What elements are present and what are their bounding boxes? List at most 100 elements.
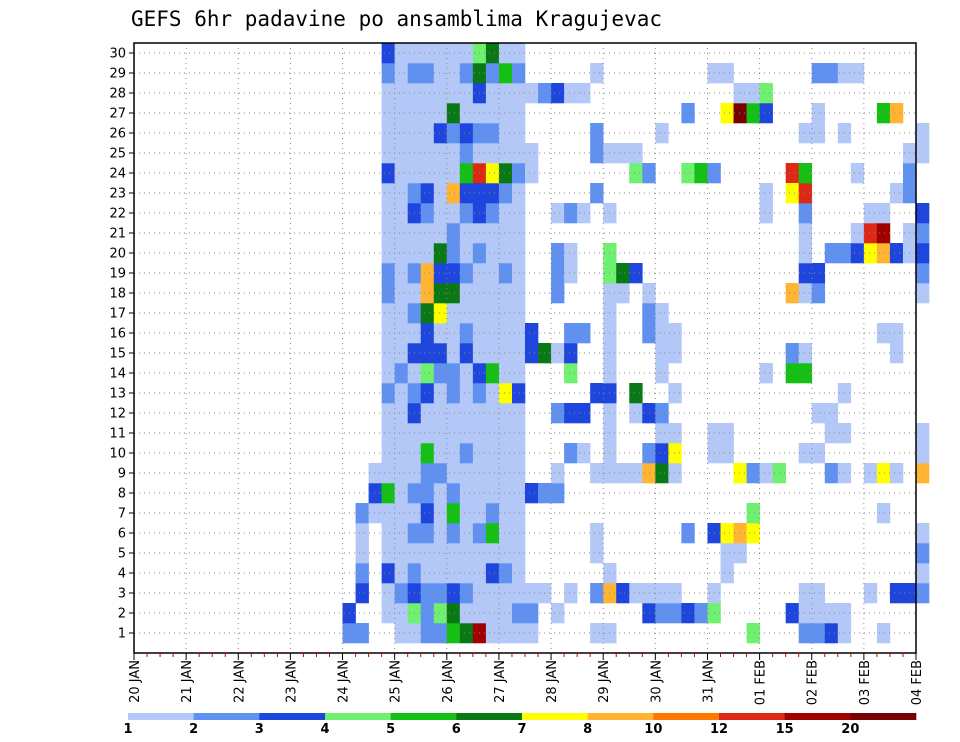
legend-label: 10	[644, 722, 662, 737]
y-tick-label: 26	[109, 127, 126, 142]
precip-cell	[459, 523, 474, 544]
precip-cell	[525, 483, 539, 504]
precip-cell	[420, 623, 435, 644]
precip-cell	[642, 603, 656, 624]
precip-cell	[394, 203, 408, 224]
precip-cell	[420, 403, 435, 424]
precip-cell	[420, 243, 435, 264]
precip-cell	[916, 143, 930, 164]
precip-cell	[446, 363, 461, 384]
precip-cell	[564, 343, 578, 364]
precip-cell	[446, 603, 461, 624]
precip-cell	[485, 463, 500, 484]
precip-cell	[824, 403, 839, 424]
precip-cell	[511, 403, 526, 424]
precip-cell	[916, 263, 930, 284]
precip-cell	[420, 563, 435, 584]
precip-cell	[811, 443, 826, 464]
precip-cell	[485, 263, 500, 284]
precip-cell	[511, 563, 526, 584]
precip-cell	[824, 603, 839, 624]
precip-cell	[876, 223, 891, 244]
precip-cell	[420, 483, 435, 504]
precip-cell	[811, 63, 826, 84]
precip-cell	[511, 443, 526, 464]
precip-cell	[381, 383, 395, 404]
precip-cell	[850, 223, 865, 244]
precip-cell	[381, 483, 395, 504]
precip-cell	[420, 323, 435, 344]
legend-label: 20	[841, 722, 859, 737]
precip-cell	[876, 103, 891, 124]
precip-cell	[355, 503, 369, 524]
precip-cell	[381, 163, 395, 184]
precip-cell	[876, 623, 891, 644]
precip-cell	[916, 523, 930, 544]
precip-cell	[577, 443, 591, 464]
precip-cell	[420, 123, 435, 144]
precip-cell	[459, 423, 474, 444]
precip-cell	[498, 243, 513, 264]
precip-cell	[459, 403, 474, 424]
y-tick-label: 29	[109, 67, 126, 82]
precip-cell	[850, 63, 865, 84]
precip-cell	[446, 423, 461, 444]
precip-cell	[394, 503, 408, 524]
precip-cell	[498, 603, 513, 624]
precip-cell	[889, 343, 904, 364]
precip-cell	[394, 163, 408, 184]
precip-cell	[511, 63, 526, 84]
precip-cell	[511, 203, 526, 224]
precip-cell	[459, 183, 474, 204]
legend-label: 5	[386, 722, 395, 737]
precip-cell	[381, 403, 395, 424]
precip-cell	[459, 243, 474, 264]
precip-cell	[642, 303, 656, 324]
precip-cell	[759, 203, 773, 224]
precip-cell	[798, 623, 813, 644]
precip-cell	[485, 323, 500, 344]
precip-cell	[420, 103, 435, 124]
precip-cell	[394, 583, 408, 604]
precip-cell	[485, 603, 500, 624]
legend: 1 2 3 4 5 6 7 8 10 12 15 20	[123, 713, 917, 737]
precip-cell	[798, 363, 813, 384]
precip-cell	[394, 343, 408, 364]
precip-cell	[590, 183, 604, 204]
precip-cell	[446, 543, 461, 564]
precip-cell	[446, 103, 461, 124]
precip-cell	[889, 183, 904, 204]
precip-cell	[511, 223, 526, 244]
precip-cell	[916, 423, 930, 444]
y-tick-label: 3	[118, 587, 126, 602]
precip-cell	[420, 163, 435, 184]
precip-cell	[733, 523, 747, 544]
precip-cell	[498, 563, 513, 584]
legend-label: 3	[255, 722, 264, 737]
precip-cell	[498, 303, 513, 324]
precip-cell	[511, 123, 526, 144]
precip-cell	[485, 283, 500, 304]
precip-cell	[446, 63, 461, 84]
precip-cell	[511, 603, 526, 624]
precip-cell	[498, 363, 513, 384]
precip-cell	[381, 583, 395, 604]
precip-cell	[485, 623, 500, 644]
precip-cell	[564, 83, 578, 104]
x-tick-label: 30 JAN	[649, 660, 664, 703]
precip-cell	[733, 103, 747, 124]
precip-cell	[629, 263, 643, 284]
precip-cell	[889, 103, 904, 124]
precip-cell	[511, 583, 526, 604]
precip-cell	[720, 523, 734, 544]
precip-cell	[459, 503, 474, 524]
precip-cell	[668, 423, 682, 444]
precip-cell	[459, 603, 474, 624]
precip-cell	[785, 183, 799, 204]
precip-cell	[420, 263, 435, 284]
precip-cell	[433, 503, 448, 524]
precip-cell	[433, 383, 448, 404]
precip-cell	[459, 43, 474, 64]
y-tick-label: 24	[109, 167, 126, 182]
precip-cell	[459, 443, 474, 464]
